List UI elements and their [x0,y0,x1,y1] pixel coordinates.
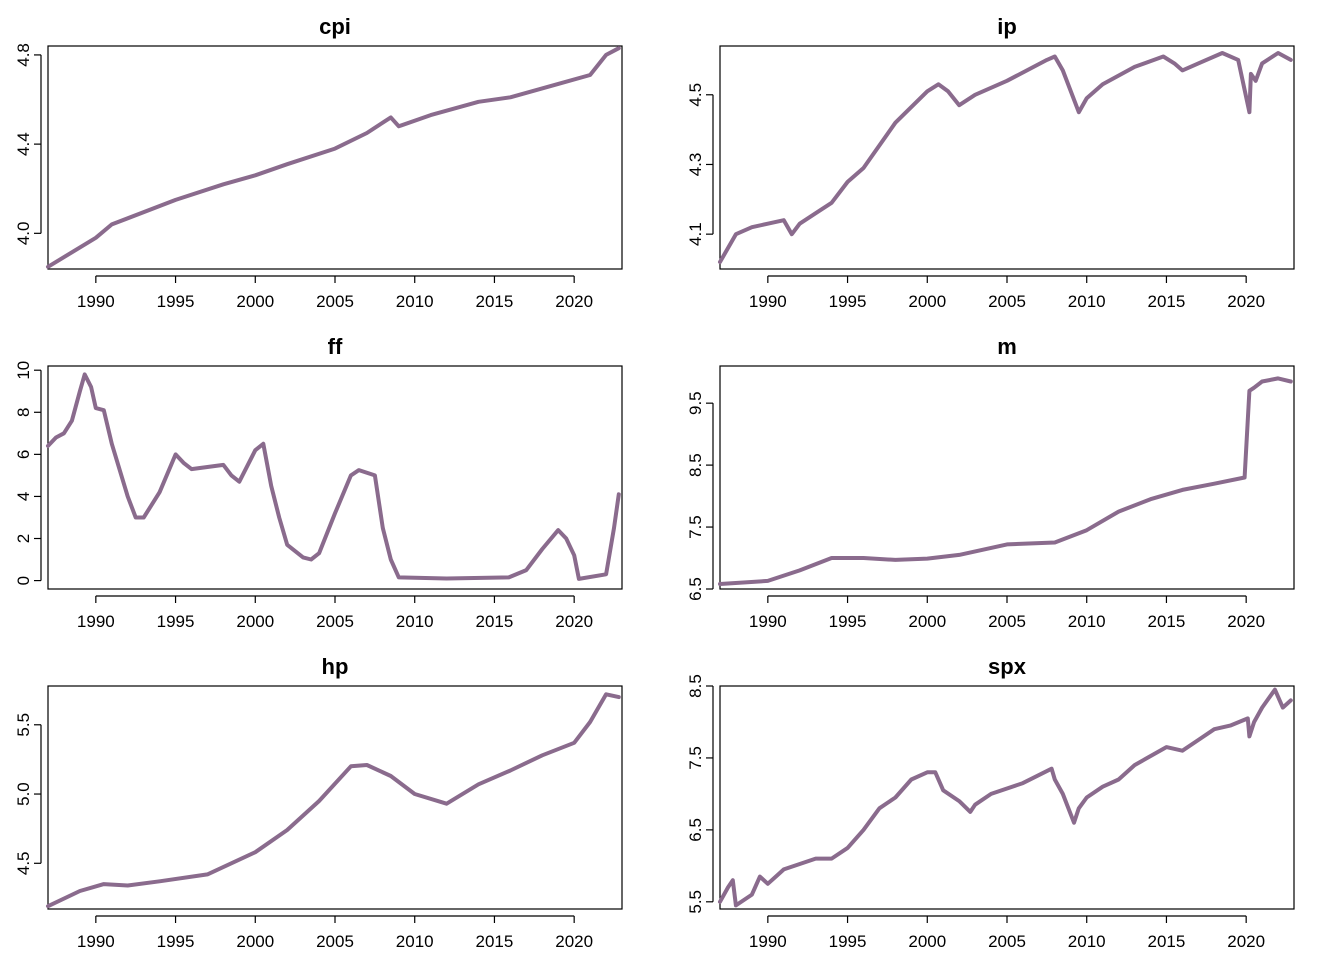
x-tick-label-ff: 2015 [476,612,514,631]
series-line-ip [718,51,1293,264]
x-tick-label-cpi: 2000 [236,292,274,311]
x-tick-label-ff: 2000 [236,612,274,631]
x-tick-label-ff: 2010 [396,612,434,631]
x-tick-label-spx: 2015 [1148,932,1186,951]
panel-title-spx: spx [988,654,1027,679]
y-tick-label-hp: 5.0 [14,782,33,806]
x-tick-label-m: 2010 [1068,612,1106,631]
panel-title-cpi: cpi [319,14,351,39]
x-tick-label-cpi: 2020 [555,292,593,311]
y-tick-label-ff: 6 [14,450,33,459]
x-tick-label-ip: 1990 [749,292,787,311]
y-tick-label-cpi: 4.0 [14,221,33,245]
panel-title-hp: hp [322,654,349,679]
x-tick-label-m: 2015 [1148,612,1186,631]
x-tick-label-m: 2000 [908,612,946,631]
x-tick-label-ff: 2020 [555,612,593,631]
x-tick-label-hp: 2000 [236,932,274,951]
y-tick-label-hp: 5.5 [14,713,33,737]
x-tick-label-cpi: 1995 [157,292,195,311]
x-tick-label-cpi: 1990 [77,292,115,311]
x-tick-label-ff: 1990 [77,612,115,631]
x-tick-label-ip: 1995 [829,292,867,311]
x-tick-label-ip: 2020 [1227,292,1265,311]
x-tick-label-spx: 2005 [988,932,1026,951]
y-tick-label-spx: 6.5 [686,818,705,842]
plot-frame-m [719,365,1295,590]
x-tick-label-cpi: 2015 [476,292,514,311]
panel-title-m: m [997,334,1017,359]
plot-frame-hp [47,685,623,910]
panel-title-ip: ip [997,14,1017,39]
x-tick-label-spx: 1990 [749,932,787,951]
x-tick-label-ip: 2010 [1068,292,1106,311]
y-tick-label-ff: 4 [14,492,33,501]
x-tick-label-ip: 2015 [1148,292,1186,311]
x-tick-label-hp: 2020 [555,932,593,951]
y-tick-label-ip: 4.1 [686,222,705,246]
y-tick-label-ff: 2 [14,534,33,543]
y-tick-label-cpi: 4.8 [14,43,33,67]
x-tick-label-ip: 2005 [988,292,1026,311]
plot-frame-ff [47,365,623,590]
x-tick-label-cpi: 2010 [396,292,434,311]
x-tick-label-m: 2020 [1227,612,1265,631]
x-tick-label-ff: 1995 [157,612,195,631]
y-tick-label-cpi: 4.4 [14,132,33,156]
y-tick-label-spx: 8.5 [686,674,705,698]
x-tick-label-spx: 2000 [908,932,946,951]
x-tick-label-hp: 1990 [77,932,115,951]
x-tick-label-hp: 2010 [396,932,434,951]
x-tick-label-m: 2005 [988,612,1026,631]
x-tick-label-spx: 2020 [1227,932,1265,951]
series-line-hp [46,692,621,909]
y-tick-label-ff: 10 [14,361,33,380]
y-tick-label-ip: 4.5 [686,83,705,107]
x-tick-label-spx: 2010 [1068,932,1106,951]
plot-frame-ip [719,45,1295,270]
x-tick-label-ff: 2005 [316,612,354,631]
x-tick-label-m: 1995 [829,612,867,631]
series-line-cpi [46,46,621,269]
y-tick-label-m: 7.5 [686,515,705,539]
x-tick-label-ip: 2000 [908,292,946,311]
y-tick-label-m: 8.5 [686,453,705,477]
x-tick-label-spx: 1995 [829,932,867,951]
y-tick-label-m: 6.5 [686,577,705,601]
y-tick-label-ip: 4.3 [686,153,705,177]
x-tick-label-m: 1990 [749,612,787,631]
x-tick-label-cpi: 2005 [316,292,354,311]
series-line-ff [46,372,621,581]
panel-title-ff: ff [328,334,343,359]
y-tick-label-spx: 5.5 [686,890,705,914]
y-tick-label-ff: 0 [14,576,33,585]
y-tick-label-spx: 7.5 [686,746,705,770]
x-tick-label-hp: 1995 [157,932,195,951]
series-line-m [718,376,1293,586]
x-tick-label-hp: 2005 [316,932,354,951]
y-tick-label-hp: 4.5 [14,851,33,875]
plot-frame-cpi [47,45,623,270]
plot-frame-spx [719,685,1295,910]
y-tick-label-m: 9.5 [686,391,705,415]
y-tick-label-ff: 8 [14,408,33,417]
x-tick-label-hp: 2015 [476,932,514,951]
series-line-spx [718,687,1293,908]
